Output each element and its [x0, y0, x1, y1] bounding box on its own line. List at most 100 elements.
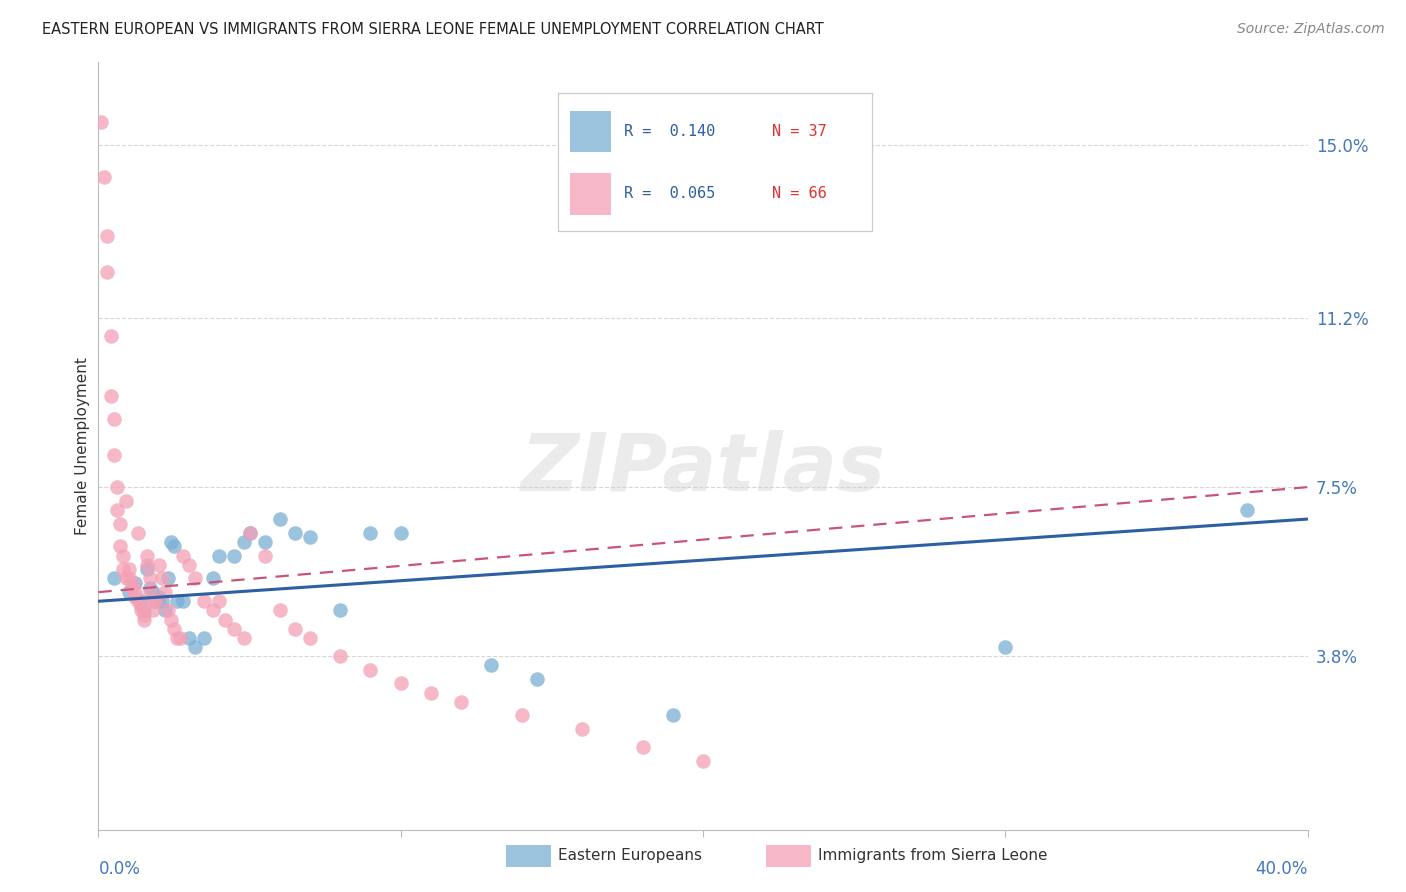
Point [269, 512, 291, 526]
Point [139, 571, 162, 585]
Point [193, 631, 215, 645]
Text: Eastern Europeans: Eastern Europeans [558, 848, 702, 863]
Point [142, 594, 165, 608]
Point [127, 525, 149, 540]
Point [129, 603, 152, 617]
Point [103, 571, 125, 585]
Point [160, 535, 183, 549]
Point [389, 525, 412, 540]
Point [284, 525, 307, 540]
Point [389, 676, 412, 690]
Point [127, 594, 149, 608]
Point [129, 599, 152, 613]
Point [631, 740, 654, 755]
Point [132, 607, 155, 622]
Point [124, 590, 146, 604]
Point [163, 622, 186, 636]
Point [329, 648, 352, 663]
Point [184, 571, 207, 585]
Point [160, 613, 183, 627]
Point [420, 685, 443, 699]
Point [121, 581, 143, 595]
Point [166, 631, 188, 645]
Y-axis label: Female Unemployment: Female Unemployment [75, 357, 90, 535]
Point [142, 603, 165, 617]
Point [253, 549, 276, 563]
Point [284, 622, 307, 636]
Point [132, 603, 155, 617]
Point [90, 115, 112, 129]
Point [179, 631, 201, 645]
Point [139, 581, 162, 595]
Text: 0.0%: 0.0% [98, 860, 141, 878]
Point [329, 603, 352, 617]
Point [150, 594, 173, 608]
Point [481, 658, 503, 673]
Point [166, 594, 188, 608]
Point [299, 631, 322, 645]
Point [145, 594, 167, 608]
Point [224, 549, 246, 563]
Point [132, 613, 155, 627]
Point [1236, 503, 1258, 517]
Point [661, 708, 683, 723]
Point [114, 571, 136, 585]
Point [111, 549, 134, 563]
Point [103, 411, 125, 425]
Point [208, 549, 231, 563]
Point [214, 613, 236, 627]
Point [105, 480, 128, 494]
Point [118, 571, 141, 585]
Point [114, 493, 136, 508]
Point [692, 754, 714, 768]
Point [156, 571, 179, 585]
Point [150, 571, 173, 585]
Point [145, 594, 167, 608]
Point [232, 535, 254, 549]
Point [118, 585, 141, 599]
Point [93, 169, 115, 184]
Point [239, 525, 262, 540]
Point [153, 585, 176, 599]
Text: ZIPatlas: ZIPatlas [520, 430, 886, 508]
Point [450, 695, 472, 709]
Point [172, 594, 194, 608]
Point [129, 594, 152, 608]
Point [232, 631, 254, 645]
Point [148, 558, 170, 572]
Point [184, 640, 207, 654]
Point [96, 265, 118, 279]
Point [224, 622, 246, 636]
Point [202, 571, 225, 585]
Point [111, 562, 134, 576]
Point [208, 594, 231, 608]
Point [96, 229, 118, 244]
Point [135, 558, 157, 572]
Point [103, 448, 125, 462]
Point [172, 549, 194, 563]
Point [148, 590, 170, 604]
Point [299, 530, 322, 544]
Point [100, 329, 122, 343]
Point [169, 631, 191, 645]
Point [108, 516, 131, 531]
Point [108, 540, 131, 554]
Point [202, 603, 225, 617]
Point [360, 663, 382, 677]
Point [510, 708, 533, 723]
Point [142, 585, 165, 599]
Point [121, 576, 143, 591]
Text: EASTERN EUROPEAN VS IMMIGRANTS FROM SIERRA LEONE FEMALE UNEMPLOYMENT CORRELATION: EASTERN EUROPEAN VS IMMIGRANTS FROM SIER… [42, 22, 824, 37]
Text: Source: ZipAtlas.com: Source: ZipAtlas.com [1237, 22, 1385, 37]
Point [193, 594, 215, 608]
Point [124, 585, 146, 599]
Point [994, 640, 1017, 654]
Point [124, 576, 146, 591]
Point [253, 535, 276, 549]
Point [135, 549, 157, 563]
Point [139, 585, 162, 599]
Point [118, 562, 141, 576]
Point [105, 503, 128, 517]
Text: 40.0%: 40.0% [1256, 860, 1308, 878]
Point [135, 562, 157, 576]
